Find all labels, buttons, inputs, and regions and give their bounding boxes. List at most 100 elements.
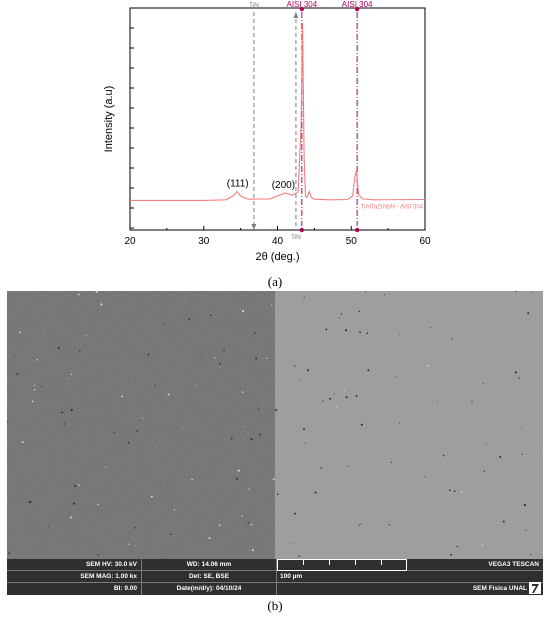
sem-particle (518, 377, 520, 379)
sem-particle (244, 426, 246, 428)
chart-axes (129, 7, 426, 231)
xrd-chart: 20 30 40 50 60 2θ (deg.) Intensity (a.u) TiN TiN… (103, 0, 431, 263)
sem-particle (164, 558, 166, 559)
sem-particle (247, 521, 249, 524)
sem-particle (191, 478, 193, 481)
x-tick-label: 20 (124, 236, 136, 247)
sem-particle (262, 401, 264, 403)
sem-particle (395, 376, 396, 378)
series-layer (130, 22, 426, 201)
sem-particle (485, 442, 487, 444)
sem-particle (329, 397, 332, 400)
sem-particle (57, 346, 60, 349)
series-line (130, 22, 426, 201)
sem-detector: Det: SE, BSE (142, 571, 277, 583)
sem-particle (523, 504, 526, 507)
tescan-logo-icon (529, 582, 541, 594)
sem-particle (530, 554, 532, 556)
sem-particle (66, 378, 68, 380)
sem-particle (139, 419, 141, 421)
sem-particle (320, 408, 322, 410)
sem-particle (384, 294, 386, 296)
peak-annotation: (111) (227, 179, 249, 190)
sem-particle (365, 291, 367, 293)
sem-particle (306, 369, 309, 372)
sem-particle (149, 546, 151, 548)
sem-particle (251, 549, 254, 552)
sem-particle (355, 394, 358, 397)
sem-particle (436, 400, 438, 402)
sem-particle (86, 335, 88, 337)
sem-particle (345, 329, 348, 332)
sem-particle (358, 524, 360, 526)
sem-particle (314, 491, 317, 494)
sem-particle (360, 423, 363, 426)
sem-particle (163, 323, 165, 325)
sem-particle (214, 357, 216, 359)
sem-particle (442, 454, 445, 457)
sem-particle (399, 333, 401, 335)
sem-particle (471, 401, 473, 403)
sem-particle (241, 391, 244, 393)
series-label: TiAlTaZrNbN - AISI 304 (361, 205, 424, 211)
sem-particle (77, 293, 80, 296)
reference-arrow (251, 224, 257, 230)
sem-particle (135, 544, 137, 546)
sem-particle (13, 356, 15, 358)
panel-label-b: (b) (267, 598, 283, 613)
sem-particle (320, 467, 323, 469)
sem-particle (127, 441, 130, 444)
sem-particle (269, 440, 271, 442)
sem-particle (235, 477, 238, 480)
sem-particle (237, 469, 240, 472)
sem-particle (95, 291, 98, 293)
reference-label: TiN (291, 234, 301, 241)
sem-particle (367, 369, 370, 372)
sem-particle (61, 411, 64, 414)
sem-particle (250, 438, 253, 441)
sem-particle (451, 338, 453, 340)
sem-particle (388, 524, 390, 526)
panel-label-a: (a) (267, 274, 283, 289)
sem-particle (50, 329, 52, 331)
sem-particle (303, 428, 305, 431)
sem-particle (289, 403, 291, 405)
sem-particle (21, 441, 24, 443)
reference-label: AISI 304 (342, 0, 373, 9)
sem-particle (481, 544, 484, 546)
sem-particle (169, 533, 172, 536)
reference-label: AISI 304 (286, 0, 317, 9)
sem-particle (218, 524, 221, 527)
sem-particle (210, 314, 212, 316)
sem-particle (275, 408, 278, 412)
sem-particle (219, 362, 222, 365)
x-axis-label: 2θ (deg.) (255, 251, 299, 263)
y-axis-label: Intensity (a.u) (103, 86, 115, 153)
sem-particle (338, 317, 340, 319)
sem-particle (70, 409, 73, 412)
sem-particle (136, 430, 138, 432)
reference-marker-bottom (354, 227, 360, 233)
sem-particle (449, 489, 451, 491)
x-tick-label: 50 (346, 236, 358, 247)
sem-particle (223, 350, 225, 352)
sem-particle (77, 484, 80, 486)
sem-particle (97, 554, 100, 556)
sem-particle (7, 420, 8, 423)
sem-particle (40, 385, 42, 387)
sem-particle (105, 466, 107, 468)
sem-particle (8, 552, 10, 555)
sem-particle (499, 456, 502, 458)
sem-particle (347, 465, 349, 468)
sem-particle (167, 393, 170, 396)
sem-particle (195, 384, 196, 386)
reference-marker-bottom (299, 227, 305, 233)
x-tick-label: 30 (198, 236, 210, 247)
sem-particle (173, 509, 176, 511)
sem-particle (453, 490, 456, 493)
sem-bi: BI: 9.00 (7, 583, 142, 595)
sem-particle (100, 303, 103, 306)
sem-particle (79, 350, 81, 352)
sem-hv: SEM HV: 30.0 kV (7, 559, 142, 571)
sem-info-bar: SEM HV: 30.0 kV SEM MAG: 1.00 kx BI: 9.0… (7, 559, 543, 595)
